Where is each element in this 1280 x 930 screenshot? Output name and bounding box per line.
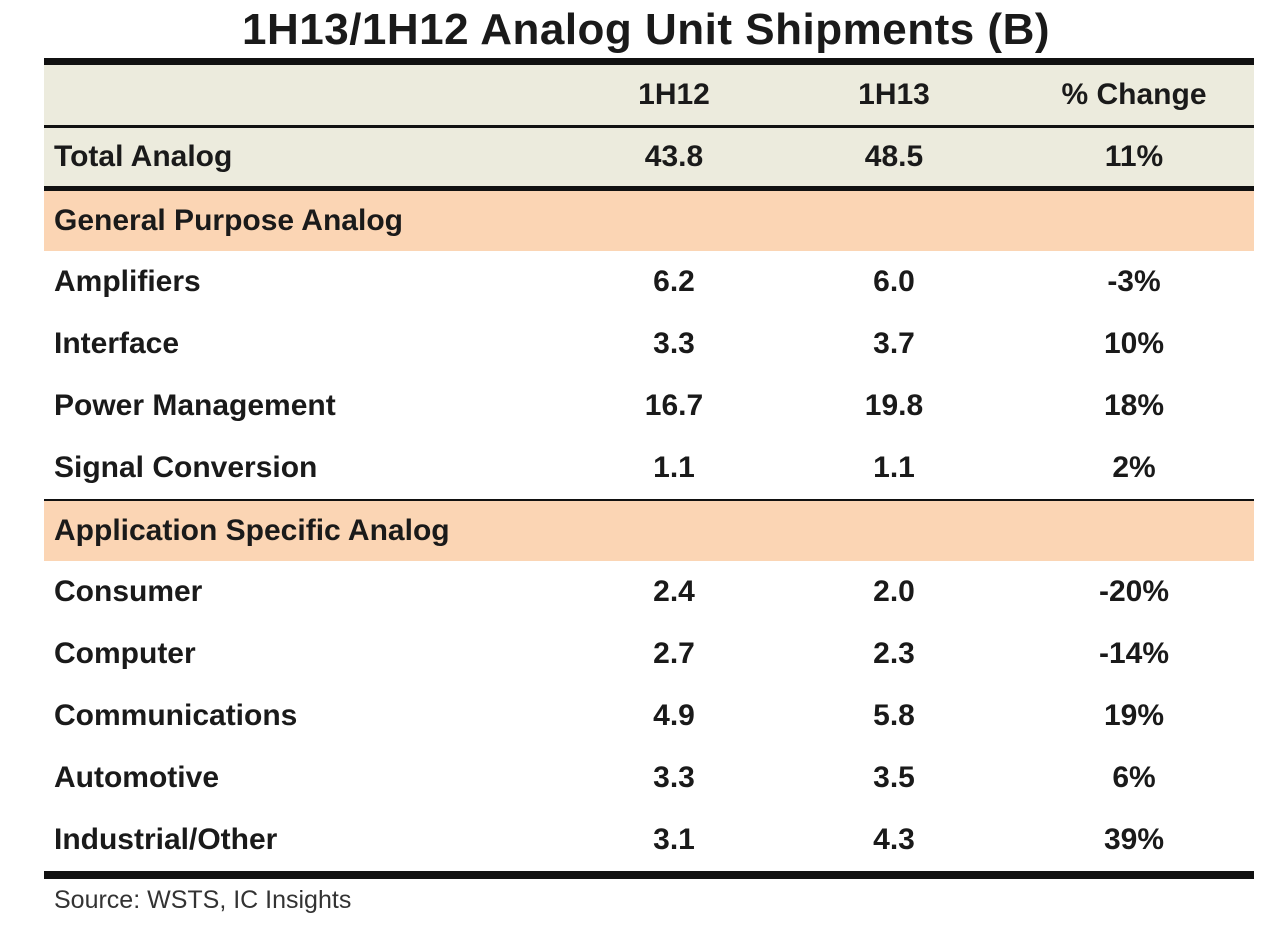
header-cell-1h12: 1H12 <box>574 58 774 128</box>
row-value-1h13: 19.8 <box>864 389 924 422</box>
row-value-1h12: 4.9 <box>653 699 695 732</box>
section-title: General Purpose Analog <box>44 188 1254 251</box>
chart-title: 1H13/1H12 Analog Unit Shipments (B) <box>242 5 1050 54</box>
table-row: Communications 4.9 5.8 19% <box>44 685 1254 747</box>
header-cell-1h13: 1H13 <box>774 58 1014 128</box>
table-row: Interface 3.3 3.7 10% <box>44 313 1254 375</box>
row-value-1h12: 1.1 <box>574 437 774 501</box>
row-value-1h13: 3.7 <box>873 327 915 360</box>
table-row: Industrial/Other 3.1 4.3 39% <box>44 809 1254 879</box>
row-value-1h12: 2.7 <box>653 637 695 670</box>
row-value-change: 10% <box>1103 327 1165 360</box>
row-label: Computer <box>54 637 196 670</box>
row-value-change: 6% <box>1112 761 1156 794</box>
row-label: Interface <box>54 327 180 360</box>
row-value-change: -14% <box>1098 637 1170 670</box>
table-row: Automotive 3.3 3.5 6% <box>44 747 1254 809</box>
row-value-1h13: 6.0 <box>873 265 915 298</box>
row-value-change: -20% <box>1098 575 1170 608</box>
table-row: Signal Conversion 1.1 1.1 2% <box>44 437 1254 501</box>
row-label: Consumer <box>54 575 203 608</box>
row-label: Power Management <box>54 389 336 422</box>
section-header-row: Application Specific Analog <box>44 500 1254 561</box>
shipments-table-container: 1H12 1H13 % Change Total Analog 43.8 48.… <box>44 58 1254 879</box>
row-value-1h12: 16.7 <box>644 389 704 422</box>
row-value-1h13: 5.8 <box>873 699 915 732</box>
row-label: Communications <box>54 699 298 732</box>
header-cell-label <box>44 58 574 128</box>
row-label: Amplifiers <box>54 265 201 298</box>
table-body: Total Analog 43.8 48.5 11% General Purpo… <box>44 126 1254 879</box>
total-label: Total Analog <box>44 126 574 191</box>
row-label: Automotive <box>54 761 219 794</box>
section-title: Application Specific Analog <box>44 500 1254 561</box>
table-row: Computer 2.7 2.3 -14% <box>44 623 1254 685</box>
row-value-1h12: 6.2 <box>653 265 695 298</box>
row-label: Signal Conversion <box>44 437 574 501</box>
source-note: Source: WSTS, IC Insights <box>54 886 352 914</box>
table-row: Power Management 16.7 19.8 18% <box>44 375 1254 437</box>
total-1h12: 43.8 <box>574 126 774 191</box>
table-header-row: 1H12 1H13 % Change <box>44 58 1254 128</box>
shipments-table: 1H12 1H13 % Change Total Analog 43.8 48.… <box>44 58 1254 879</box>
row-value-1h13: 2.3 <box>873 637 915 670</box>
table-row: Amplifiers 6.2 6.0 -3% <box>44 251 1254 313</box>
total-1h13: 48.5 <box>774 126 1014 191</box>
row-label: Industrial/Other <box>44 809 574 879</box>
total-change: 11% <box>1014 126 1254 191</box>
total-row: Total Analog 43.8 48.5 11% <box>44 126 1254 191</box>
row-value-1h13: 3.5 <box>873 761 915 794</box>
row-value-1h12: 3.1 <box>574 809 774 879</box>
row-value-1h12: 3.3 <box>653 327 695 360</box>
row-value-1h13: 4.3 <box>774 809 1014 879</box>
table-row: Consumer 2.4 2.0 -20% <box>44 561 1254 623</box>
row-value-1h13: 2.0 <box>873 575 915 608</box>
row-value-1h13: 1.1 <box>774 437 1014 501</box>
row-value-change: 18% <box>1103 389 1165 422</box>
section-header-row: General Purpose Analog <box>44 188 1254 251</box>
row-value-1h12: 3.3 <box>653 761 695 794</box>
row-value-change: 19% <box>1103 699 1165 732</box>
row-value-1h12: 2.4 <box>653 575 695 608</box>
row-value-change: 2% <box>1014 437 1254 501</box>
row-value-change: -3% <box>1107 265 1161 298</box>
header-cell-change: % Change <box>1014 58 1254 128</box>
row-value-change: 39% <box>1014 809 1254 879</box>
